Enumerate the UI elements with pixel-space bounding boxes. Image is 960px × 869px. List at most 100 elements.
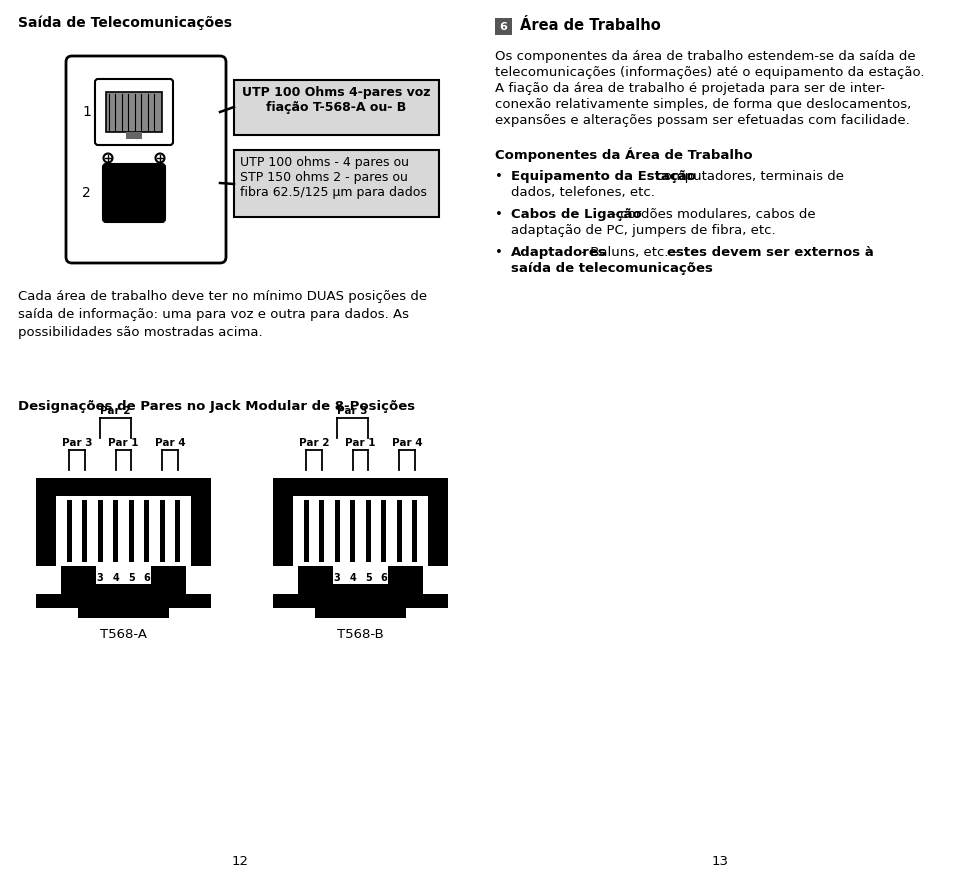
Text: Adaptadores: Adaptadores [511, 246, 607, 259]
Bar [96, 566, 151, 584]
Text: 5: 5 [365, 573, 372, 583]
Bar [129, 500, 133, 562]
Text: estes devem ser externos à: estes devem ser externos à [667, 246, 874, 259]
Text: 3: 3 [334, 573, 341, 583]
Text: W-BR: W-BR [153, 586, 173, 595]
Text: conexão relativamente simples, de forma que deslocamentos,: conexão relativamente simples, de forma … [495, 98, 911, 111]
Text: BR: BR [410, 586, 420, 595]
Text: - cordões modulares, cabos de: - cordões modulares, cabos de [607, 208, 816, 221]
Bar [160, 500, 165, 562]
Text: 7: 7 [396, 573, 403, 583]
Bar [144, 500, 150, 562]
Bar [423, 566, 448, 594]
Text: dados, telefones, etc.: dados, telefones, etc. [511, 186, 655, 199]
Bar [126, 132, 142, 139]
Bar [56, 496, 191, 566]
Bar [293, 496, 428, 566]
Bar [36, 566, 61, 594]
Text: Par 3: Par 3 [338, 406, 368, 416]
Text: BL: BL [111, 586, 120, 595]
Text: •: • [495, 246, 503, 259]
Text: 8: 8 [412, 573, 419, 583]
Bar [303, 500, 308, 562]
Text: Par 1: Par 1 [108, 438, 139, 448]
Text: W-BL: W-BL [359, 586, 378, 595]
Text: A fiação da área de trabalho é projetada para ser de inter-: A fiação da área de trabalho é projetada… [495, 82, 885, 95]
Bar [36, 478, 211, 618]
Text: 0: 0 [144, 586, 149, 595]
Text: UTP 100 ohms - 4 pares ou
STP 150 ohms 2 - pares ou
fibra 62.5/125 μm para dados: UTP 100 ohms - 4 pares ou STP 150 ohms 2… [240, 156, 427, 199]
Text: G: G [82, 586, 87, 595]
Text: Par 3: Par 3 [61, 438, 92, 448]
Text: telecomunicações (informações) até o equipamento da estação.: telecomunicações (informações) até o equ… [495, 66, 924, 79]
Text: 12: 12 [231, 855, 249, 868]
Bar [234, 150, 439, 217]
Bar [66, 500, 72, 562]
Text: Área de Trabalho: Área de Trabalho [520, 18, 660, 33]
Text: 2: 2 [318, 573, 325, 583]
Text: G: G [381, 586, 387, 595]
Bar [413, 500, 418, 562]
Bar [36, 608, 78, 618]
Text: W-O: W-O [298, 586, 314, 595]
Text: W-0: W-0 [93, 586, 108, 595]
Text: Cada área de trabalho deve ter no mínimo DUAS posições de
saída de informação: u: Cada área de trabalho deve ter no mínimo… [18, 290, 427, 339]
Bar [335, 500, 340, 562]
Text: Cabos de Ligação: Cabos de Ligação [511, 208, 641, 221]
Text: 4: 4 [112, 573, 119, 583]
Text: W-BL: W-BL [122, 586, 141, 595]
Text: T568-A: T568-A [100, 628, 147, 641]
Text: 2: 2 [82, 573, 88, 583]
Text: Equipamento da Estação: Equipamento da Estação [511, 170, 696, 183]
Text: UTP 100 Ohms 4-pares voz
fiação T-568-A ou- B: UTP 100 Ohms 4-pares voz fiação T-568-A … [242, 86, 431, 114]
Text: BR: BR [173, 586, 183, 595]
Text: 1: 1 [82, 105, 91, 119]
Text: 2: 2 [82, 186, 91, 200]
Bar [319, 500, 324, 562]
FancyBboxPatch shape [103, 164, 165, 222]
Text: 6: 6 [380, 573, 387, 583]
Text: Os componentes da área de trabalho estendem-se da saída de: Os componentes da área de trabalho esten… [495, 50, 916, 63]
Text: W-G: W-G [329, 586, 346, 595]
Text: expansões e alterações possam ser efetuadas com facilidade.: expansões e alterações possam ser efetua… [495, 114, 910, 127]
Text: T568-B: T568-B [337, 628, 383, 641]
Text: 7: 7 [159, 573, 166, 583]
Bar [406, 608, 448, 618]
FancyBboxPatch shape [66, 56, 226, 263]
Bar [234, 80, 439, 135]
Bar [113, 500, 118, 562]
Text: 5: 5 [128, 573, 134, 583]
Text: Par 4: Par 4 [392, 438, 422, 448]
FancyBboxPatch shape [95, 79, 173, 145]
Bar [273, 478, 448, 618]
Bar [366, 500, 371, 562]
Bar [381, 500, 386, 562]
Text: 3: 3 [97, 573, 104, 583]
Text: 1: 1 [65, 573, 72, 583]
Text: 1: 1 [302, 573, 309, 583]
Text: 4: 4 [349, 573, 356, 583]
Text: Par 2: Par 2 [299, 438, 329, 448]
Text: BL: BL [348, 586, 357, 595]
Bar [106, 92, 162, 132]
Text: •: • [495, 170, 503, 183]
Bar [333, 566, 388, 584]
Text: 13: 13 [711, 855, 729, 868]
Text: 6: 6 [143, 573, 150, 583]
Bar [273, 566, 298, 594]
Bar [186, 566, 211, 594]
Text: 6: 6 [499, 22, 508, 31]
Bar [169, 608, 211, 618]
Bar [83, 500, 87, 562]
Text: Componentes da Área de Trabalho: Componentes da Área de Trabalho [495, 148, 753, 163]
Text: Par 1: Par 1 [346, 438, 375, 448]
Bar [350, 500, 355, 562]
Text: Designações de Pares no Jack Modular de 8-Posições: Designações de Pares no Jack Modular de … [18, 400, 415, 413]
Text: Par 4: Par 4 [155, 438, 185, 448]
Text: W-BR: W-BR [389, 586, 410, 595]
Text: - Baluns, etc. -: - Baluns, etc. - [577, 246, 682, 259]
Bar [396, 500, 402, 562]
Bar [98, 500, 103, 562]
Bar [273, 608, 315, 618]
Text: - computadores, terminais de: - computadores, terminais de [643, 170, 844, 183]
